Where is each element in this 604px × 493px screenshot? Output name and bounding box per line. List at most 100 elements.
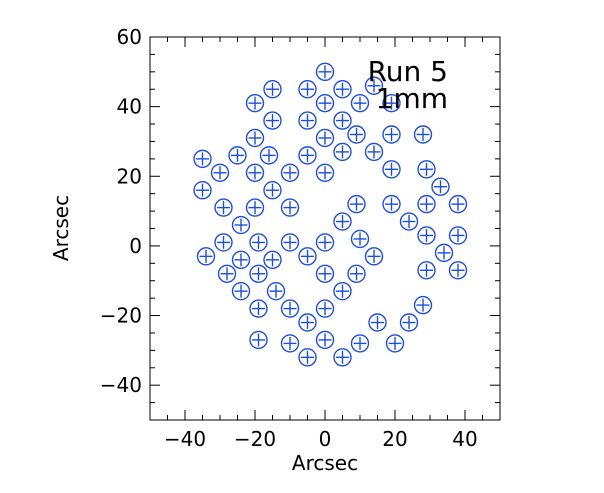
y-tick-label: −40 [100,373,142,397]
marker-circle [315,233,335,252]
marker-circle [350,229,370,249]
data-point [382,160,401,179]
marker-circle [350,93,370,113]
data-point [315,233,335,252]
x-tick-label: 0 [319,427,332,451]
marker-circle [448,226,468,245]
data-point [382,194,401,214]
y-axis-label: Arcsec [49,195,73,261]
data-point [315,299,335,318]
marker-circle [347,194,366,214]
x-tick-label: −40 [164,427,206,451]
data-point [431,177,450,196]
marker-circle [210,163,230,182]
marker-circle [333,111,352,130]
marker-circle [315,62,335,82]
marker-circle [196,247,216,266]
marker-circle [347,125,366,144]
marker-circle [448,194,468,214]
marker-circle [448,261,468,280]
data-point [259,146,279,165]
data-point [333,80,352,99]
marker-circle [399,313,419,332]
data-point [245,128,265,148]
data-point [280,233,300,252]
data-point [249,264,268,283]
marker-circle [245,93,265,113]
marker-circle [231,250,251,270]
data-point [364,76,384,95]
marker-circle [249,233,268,252]
marker-circle [263,180,282,200]
marker-circle [315,264,335,283]
data-point [263,180,282,200]
data-point [364,142,384,162]
y-tick-label: 0 [129,234,142,258]
data-points [193,62,468,367]
data-point [263,250,282,270]
marker-circle [350,334,370,353]
data-point [228,146,247,165]
y-tick-label: 60 [117,25,142,49]
data-point [347,125,366,144]
marker-circle [431,177,450,196]
marker-circle [214,198,233,217]
marker-circle [249,299,268,318]
marker-circle [347,264,366,283]
marker-circle [417,226,436,245]
data-point [333,111,352,130]
marker-circle [315,128,335,148]
marker-circle [315,163,335,182]
data-point [193,149,212,169]
marker-circle [193,180,212,200]
marker-circle [333,212,352,231]
marker-circle [382,125,401,144]
marker-circle [333,142,352,162]
marker-circle [193,149,212,169]
data-point [196,247,216,266]
data-point [249,233,268,252]
marker-circle [315,299,335,318]
y-tick-label: −20 [100,304,142,328]
marker-circle [280,233,300,252]
marker-circle [249,264,268,283]
marker-circle [214,233,233,252]
marker-circle [263,111,282,130]
marker-circle [280,334,300,353]
data-point [368,313,387,332]
data-point [399,313,419,332]
marker-circle [368,313,387,332]
data-point [382,125,401,144]
y-tick-label: 20 [117,164,142,188]
data-point [417,160,436,179]
data-point [333,348,352,367]
data-point [315,93,335,113]
marker-circle [333,80,352,99]
data-point [245,163,265,182]
data-point [350,229,370,249]
data-point [382,93,401,113]
data-point [350,93,370,113]
data-point [298,111,317,130]
marker-circle [228,146,247,165]
marker-circle [280,299,300,318]
marker-circle [298,247,317,266]
data-point [315,264,335,283]
data-point [263,111,282,130]
marker-circle [245,198,265,217]
data-point [417,261,436,280]
marker-circle [298,313,317,332]
data-point [350,334,370,353]
marker-circle [298,146,317,165]
data-point [298,146,317,165]
marker-circle [364,247,384,266]
data-point [245,93,265,113]
data-point [280,198,300,217]
data-point [333,142,352,162]
marker-circle [364,142,384,162]
data-point [385,334,405,353]
data-point [315,163,335,182]
marker-circle [280,163,300,182]
x-axis-label: Arcsec [292,451,358,475]
marker-circle [382,194,401,214]
